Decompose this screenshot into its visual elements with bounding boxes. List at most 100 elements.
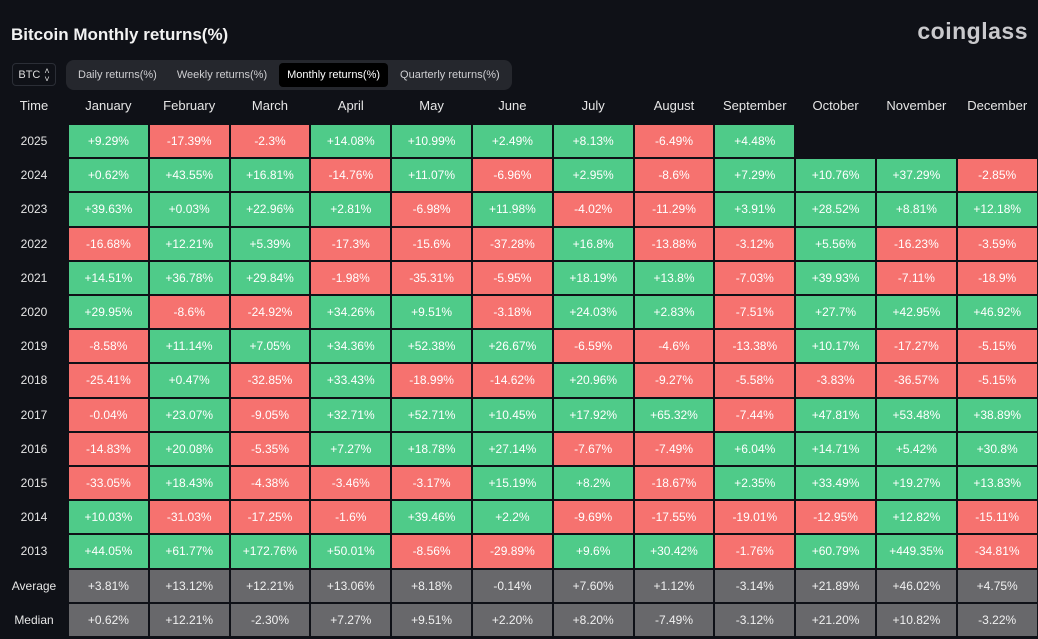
return-cell: -18.67% bbox=[633, 466, 715, 501]
return-cell: +53.48% bbox=[876, 397, 957, 432]
summary-cell: -3.12% bbox=[714, 602, 796, 637]
return-cell: +33.49% bbox=[795, 466, 876, 501]
row-label: 2019 bbox=[20, 339, 48, 354]
return-cell: -8.6% bbox=[148, 295, 230, 330]
return-cell: +5.39% bbox=[229, 226, 311, 261]
return-cell: -37.28% bbox=[472, 226, 553, 261]
return-cell: +13.8% bbox=[633, 260, 715, 295]
return-cell: +47.81% bbox=[795, 397, 876, 432]
return-cell: +18.78% bbox=[391, 431, 472, 466]
summary-cell: -3.14% bbox=[714, 568, 796, 603]
summary-cell: +10.82% bbox=[876, 602, 957, 637]
return-cell: +46.92% bbox=[956, 295, 1038, 330]
row-label: 2013 bbox=[20, 544, 48, 559]
return-cell: -25.41% bbox=[68, 363, 149, 398]
return-cell: -11.29% bbox=[633, 192, 715, 227]
summary-cell: +7.60% bbox=[552, 568, 634, 603]
summary-cell: -7.49% bbox=[633, 602, 715, 637]
row-label: 2018 bbox=[20, 373, 48, 388]
return-cell: -7.03% bbox=[714, 260, 796, 295]
month-header: July bbox=[581, 98, 605, 113]
tab-weekly[interactable]: Weekly returns(%) bbox=[176, 69, 268, 81]
return-cell: -4.6% bbox=[633, 329, 715, 364]
summary-cell: +12.21% bbox=[229, 568, 311, 603]
return-cell: -31.03% bbox=[148, 500, 230, 535]
return-cell: -16.68% bbox=[68, 226, 149, 261]
return-cell: -7.51% bbox=[714, 295, 796, 330]
return-cell: -19.01% bbox=[714, 500, 796, 535]
return-cell: -4.38% bbox=[229, 466, 311, 501]
return-cell: -15.6% bbox=[391, 226, 472, 261]
return-cell: +20.96% bbox=[552, 363, 634, 398]
tab-quarterly[interactable]: Quarterly returns(%) bbox=[400, 69, 500, 81]
return-cell: -5.15% bbox=[956, 363, 1038, 398]
return-cell: +2.95% bbox=[552, 158, 634, 193]
tab-daily[interactable]: Daily returns(%) bbox=[78, 69, 157, 81]
row-label: 2016 bbox=[20, 441, 48, 456]
return-cell: -12.95% bbox=[795, 500, 876, 535]
summary-cell: +0.62% bbox=[68, 602, 149, 637]
row-label: 2015 bbox=[20, 476, 48, 491]
return-cell: -15.11% bbox=[956, 500, 1038, 535]
return-cell: +0.03% bbox=[148, 192, 230, 227]
return-cell: -5.35% bbox=[229, 431, 311, 466]
return-cell: +24.03% bbox=[552, 295, 634, 330]
return-cell: +3.91% bbox=[714, 192, 796, 227]
summary-cell: +9.51% bbox=[391, 602, 472, 637]
return-cell: +30.8% bbox=[956, 431, 1038, 466]
return-cell: +5.42% bbox=[876, 431, 957, 466]
return-cell: +0.47% bbox=[148, 363, 230, 398]
return-cell: +2.2% bbox=[472, 500, 553, 535]
return-cell: -14.83% bbox=[68, 431, 149, 466]
return-cell: +10.45% bbox=[472, 397, 553, 432]
page-title: Bitcoin Monthly returns(%) bbox=[11, 25, 229, 44]
return-cell: -17.25% bbox=[229, 500, 311, 535]
row-label: 2014 bbox=[20, 510, 48, 525]
summary-cell: +12.21% bbox=[148, 602, 230, 637]
return-cell: -9.27% bbox=[633, 363, 715, 398]
asset-selector[interactable]: BTC ˄ ˅ bbox=[12, 63, 56, 86]
return-cell: +5.56% bbox=[795, 226, 876, 261]
return-cell: -4.02% bbox=[552, 192, 634, 227]
return-cell: +27.14% bbox=[472, 431, 553, 466]
return-cell: +14.08% bbox=[310, 124, 392, 159]
return-cell: -17.55% bbox=[633, 500, 715, 535]
return-cell: +34.26% bbox=[310, 295, 392, 330]
return-cell: +6.04% bbox=[714, 431, 796, 466]
return-cell: -7.11% bbox=[876, 260, 957, 295]
return-cell: +7.29% bbox=[714, 158, 796, 193]
return-cell: +42.95% bbox=[876, 295, 957, 330]
return-cell: -8.56% bbox=[391, 534, 472, 569]
return-cell: -16.23% bbox=[876, 226, 957, 261]
return-cell: -3.46% bbox=[310, 466, 392, 501]
return-cell: -17.27% bbox=[876, 329, 957, 364]
return-cell: -6.96% bbox=[472, 158, 553, 193]
return-cell: +52.38% bbox=[391, 329, 472, 364]
return-cell: +2.49% bbox=[472, 124, 553, 159]
return-cell: +23.07% bbox=[148, 397, 230, 432]
month-header: February bbox=[163, 98, 216, 113]
return-cell: +44.05% bbox=[68, 534, 149, 569]
tab-monthly[interactable]: Monthly returns(%) bbox=[279, 63, 389, 87]
return-cell: +39.46% bbox=[391, 500, 472, 535]
return-cell: -6.59% bbox=[552, 329, 634, 364]
summary-cell: +2.20% bbox=[472, 602, 553, 637]
return-cell: +22.96% bbox=[229, 192, 311, 227]
return-cell: +10.03% bbox=[68, 500, 149, 535]
return-cell: +449.35% bbox=[876, 534, 957, 569]
return-cell: +15.19% bbox=[472, 466, 553, 501]
return-cell: +18.19% bbox=[552, 260, 634, 295]
return-cell: +8.2% bbox=[552, 466, 634, 501]
return-cell: -13.88% bbox=[633, 226, 715, 261]
return-cell: +19.27% bbox=[876, 466, 957, 501]
return-cell: +2.83% bbox=[633, 295, 715, 330]
return-cell: +52.71% bbox=[391, 397, 472, 432]
return-cell: -9.05% bbox=[229, 397, 311, 432]
return-cell: +34.36% bbox=[310, 329, 392, 364]
return-cell: +30.42% bbox=[633, 534, 715, 569]
return-cell: +27.7% bbox=[795, 295, 876, 330]
return-cell: -35.31% bbox=[391, 260, 472, 295]
return-cell: +50.01% bbox=[310, 534, 392, 569]
return-cell: -3.59% bbox=[956, 226, 1038, 261]
return-cell: -36.57% bbox=[876, 363, 957, 398]
